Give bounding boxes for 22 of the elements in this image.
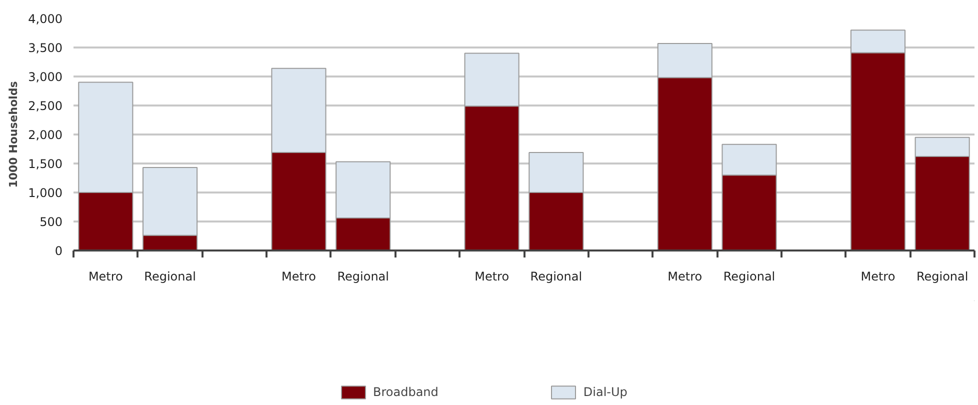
y-tick-label: 1,500: [28, 157, 63, 171]
x-tick-label: Regional: [723, 270, 776, 284]
x-tick-label: Metro: [474, 270, 510, 284]
x-tick-label: Metro: [282, 270, 316, 284]
y-tick-label: 2,500: [28, 99, 63, 113]
y-tick-label: 3,000: [28, 70, 63, 84]
legend-label: Dial-Up: [583, 384, 628, 400]
y-axis-title: 1000 Households: [7, 80, 20, 188]
x-tick-label: Metro: [668, 270, 702, 284]
x-tick-label: Metro: [860, 270, 896, 284]
x-tick-label: Metro: [88, 270, 123, 284]
y-tick-label: 1,000: [28, 186, 63, 200]
y-tick-label: 500: [40, 215, 62, 229]
y-tick-label: 3,500: [28, 41, 63, 55]
x-tick-label: Regional: [144, 270, 196, 284]
x-tick-label: Regional: [337, 270, 390, 284]
x-tick-label: Regional: [530, 270, 582, 284]
x-tick-label: Regional: [916, 270, 968, 284]
y-tick-label: 0: [54, 244, 63, 258]
legend-label: Broadband: [373, 384, 438, 400]
y-tick-label: 2,000: [28, 128, 63, 142]
y-tick-label: 4,000: [28, 12, 63, 26]
